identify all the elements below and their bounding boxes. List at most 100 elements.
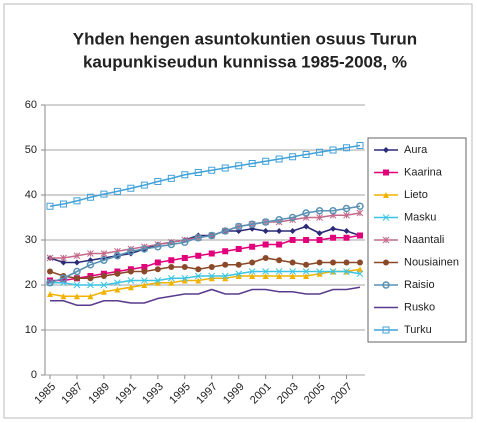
marker <box>315 207 324 215</box>
marker <box>181 171 189 179</box>
marker <box>276 228 283 234</box>
marker <box>154 277 162 284</box>
marker <box>276 241 283 248</box>
marker <box>114 286 121 293</box>
series-line <box>49 144 361 208</box>
marker <box>382 326 390 334</box>
marker <box>73 252 81 260</box>
series-line <box>50 286 361 307</box>
marker <box>141 268 148 275</box>
legend-label: Raisio <box>404 279 435 291</box>
marker <box>141 282 148 288</box>
marker <box>73 197 81 205</box>
marker <box>87 281 94 289</box>
marker <box>141 264 148 270</box>
marker <box>86 261 95 269</box>
y-tick-label: 60 <box>25 99 37 111</box>
marker <box>46 254 54 262</box>
marker <box>234 222 243 231</box>
marker <box>181 277 188 284</box>
marker <box>168 279 175 286</box>
legend-label: Rusko <box>404 301 435 313</box>
legend-label: Lieto <box>404 189 428 201</box>
marker <box>222 248 229 255</box>
marker <box>194 272 202 280</box>
marker <box>316 259 323 266</box>
marker <box>235 261 242 268</box>
marker <box>60 293 67 300</box>
legend-label: Aura <box>404 144 428 156</box>
marker <box>316 214 323 221</box>
marker <box>249 243 256 250</box>
marker <box>60 259 67 266</box>
marker <box>343 234 350 241</box>
marker <box>343 144 351 152</box>
marker <box>329 146 337 154</box>
marker <box>330 225 337 232</box>
marker <box>208 250 215 257</box>
marker <box>154 266 161 273</box>
marker <box>262 273 269 279</box>
marker <box>87 275 94 282</box>
marker <box>316 270 323 277</box>
legend-label: Naantali <box>404 234 444 246</box>
y-tick-label: 10 <box>25 324 37 336</box>
marker <box>100 190 108 198</box>
marker <box>154 259 161 266</box>
marker <box>316 268 323 275</box>
marker <box>154 178 162 185</box>
marker <box>275 268 283 275</box>
marker <box>86 193 94 201</box>
marker <box>303 237 310 243</box>
marker <box>167 174 175 182</box>
marker <box>288 213 297 222</box>
legend-label: Turku <box>404 324 432 336</box>
marker <box>208 166 216 174</box>
marker <box>289 268 296 275</box>
marker <box>289 228 296 234</box>
marker <box>302 151 310 158</box>
marker <box>181 255 188 261</box>
marker <box>262 157 270 165</box>
marker <box>113 187 121 195</box>
marker <box>140 181 148 189</box>
marker <box>343 211 350 219</box>
marker <box>289 259 296 266</box>
marker <box>356 270 364 278</box>
marker <box>329 207 337 215</box>
marker <box>316 230 323 237</box>
marker <box>181 264 188 270</box>
marker <box>343 259 350 266</box>
marker <box>356 202 364 210</box>
marker <box>181 238 189 246</box>
legend-label: Nousiainen <box>404 256 459 268</box>
marker <box>276 273 283 279</box>
marker <box>383 259 389 266</box>
marker <box>208 272 216 280</box>
marker <box>289 153 297 161</box>
marker <box>289 273 296 279</box>
marker <box>356 209 364 217</box>
marker <box>262 268 270 275</box>
marker <box>207 231 216 240</box>
marker <box>248 268 256 275</box>
marker <box>73 281 81 289</box>
marker <box>140 277 148 284</box>
marker <box>262 255 269 261</box>
marker <box>208 275 215 282</box>
marker <box>356 142 364 149</box>
marker <box>262 228 269 234</box>
marker <box>140 245 149 253</box>
marker <box>248 220 256 228</box>
marker <box>87 293 94 300</box>
marker <box>154 279 161 286</box>
marker <box>195 252 202 259</box>
marker <box>194 169 202 176</box>
marker <box>261 218 270 226</box>
marker <box>303 223 310 230</box>
marker <box>342 204 351 213</box>
marker <box>127 277 135 284</box>
marker <box>221 164 229 172</box>
marker <box>127 184 135 192</box>
